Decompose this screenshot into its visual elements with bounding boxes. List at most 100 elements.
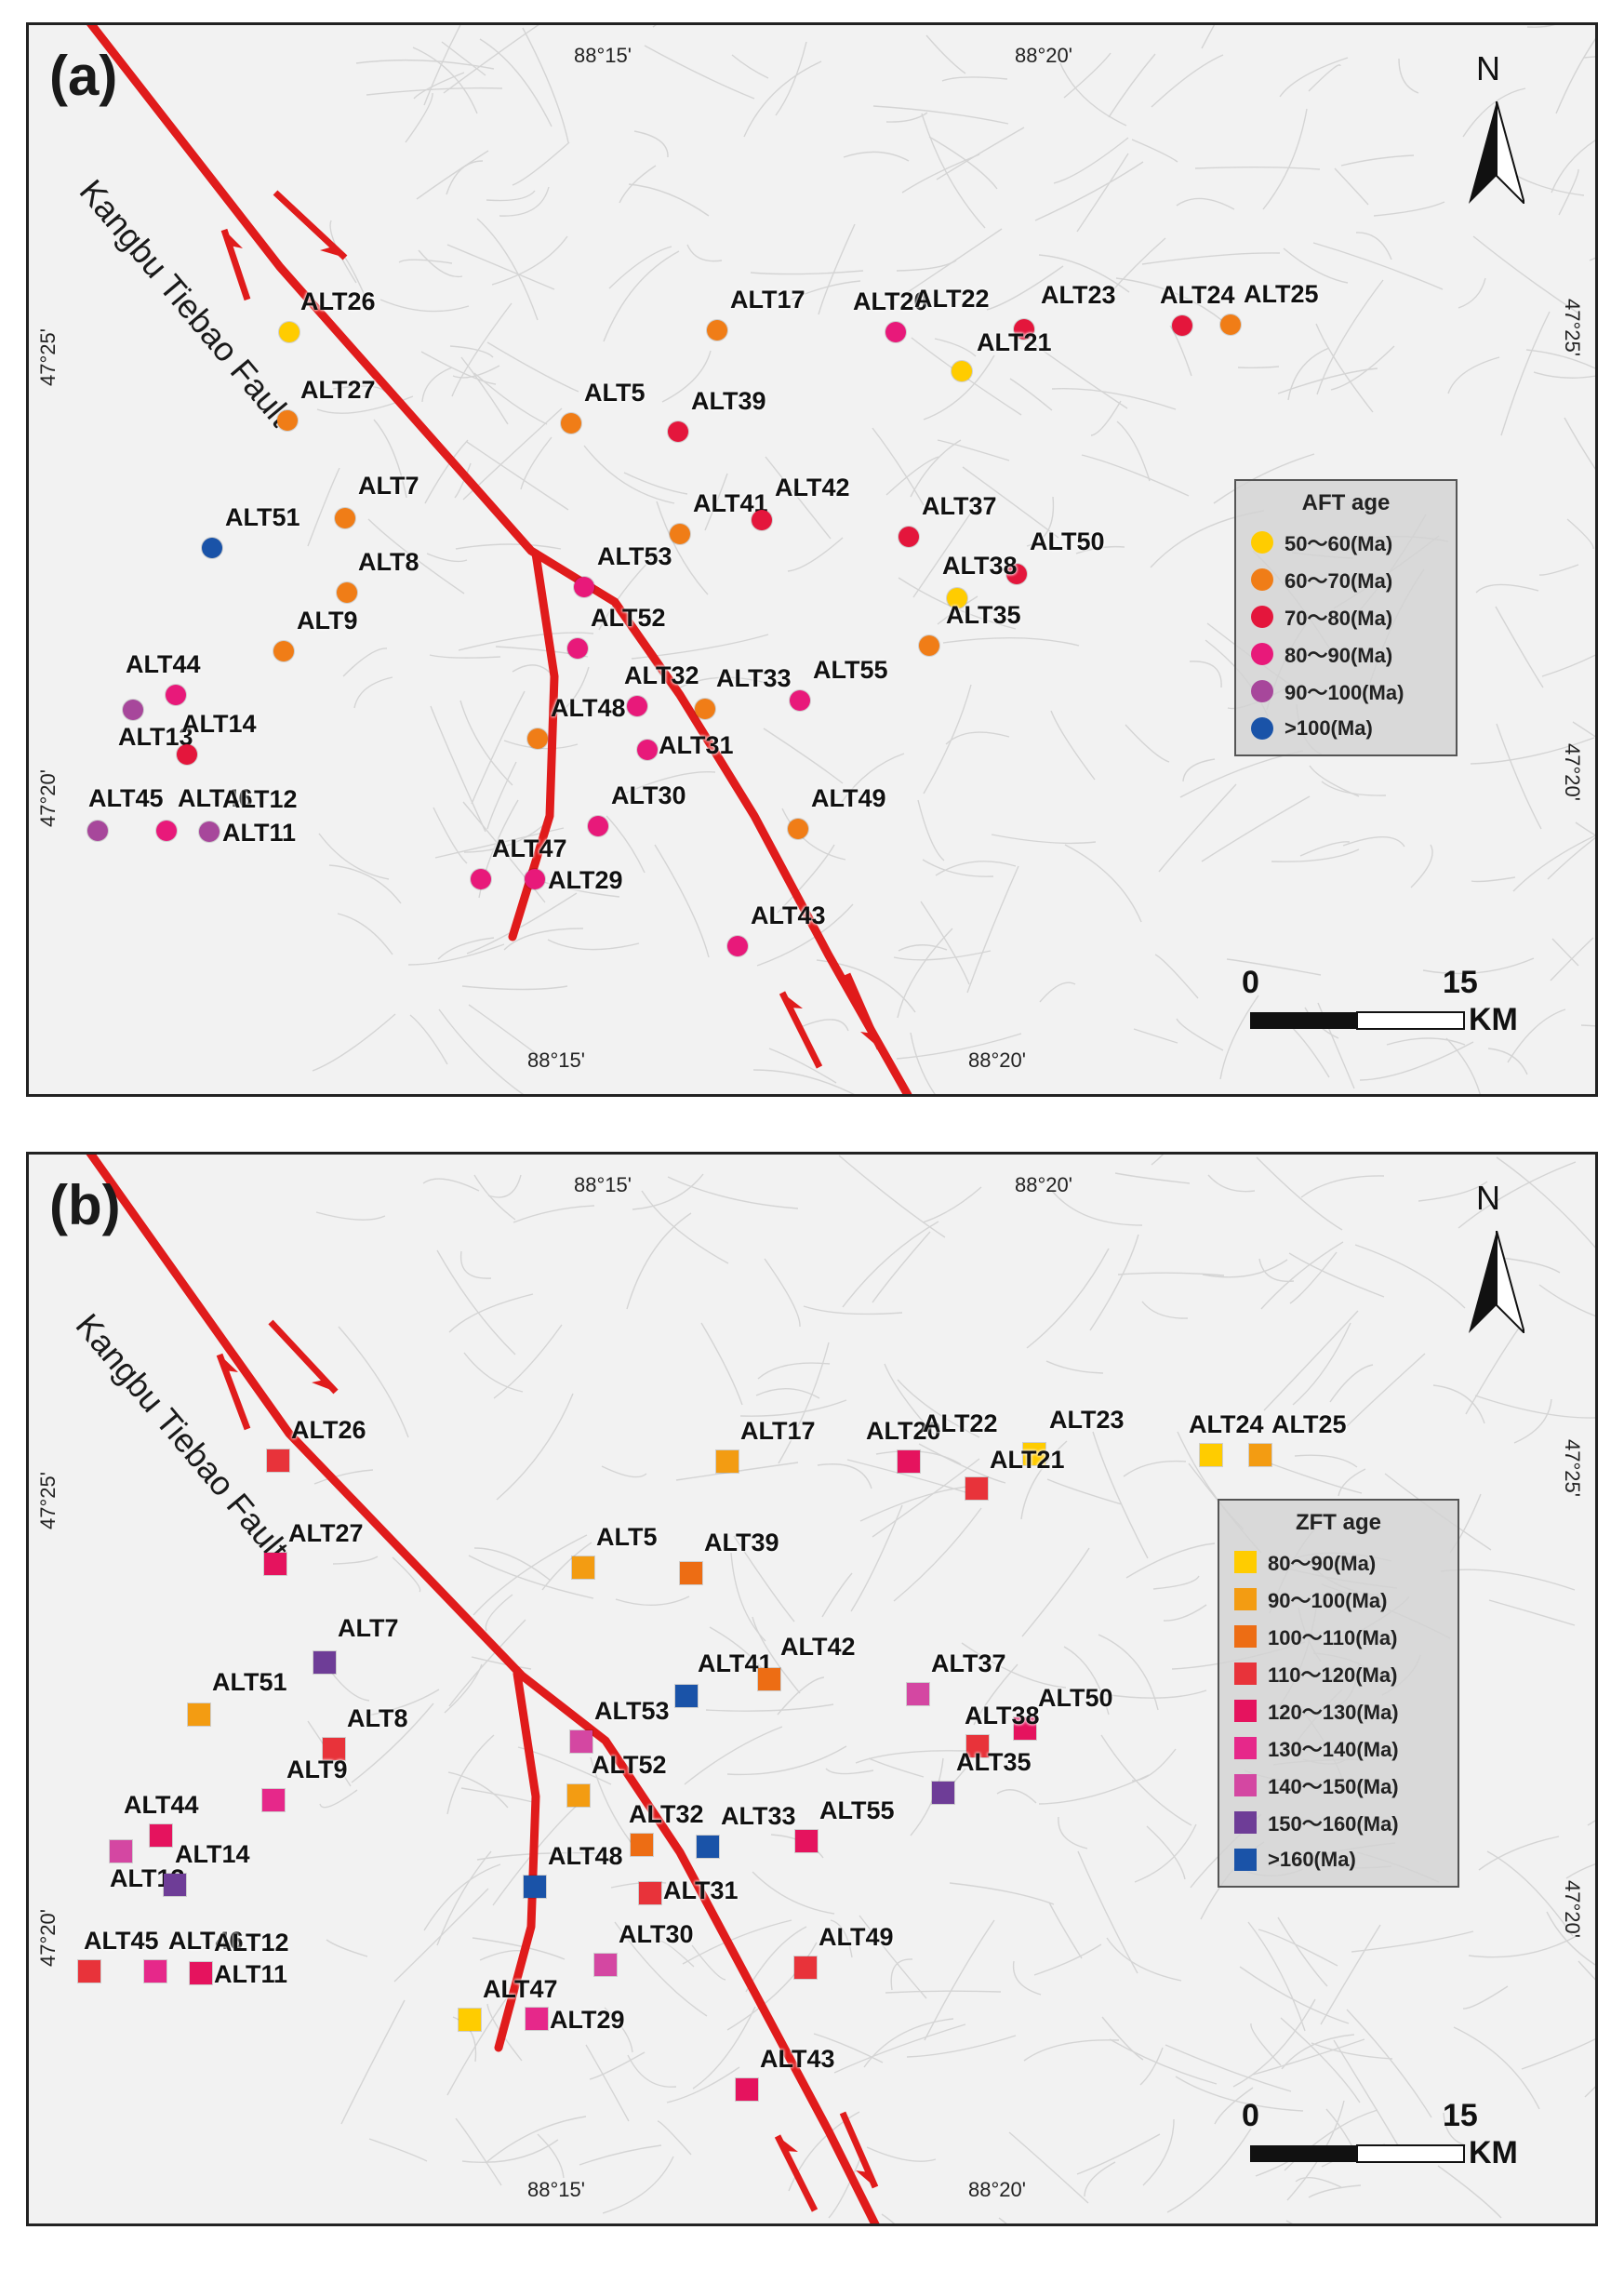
sample-marker	[898, 1450, 920, 1473]
sample-label: ALT55	[813, 656, 888, 684]
sample-marker	[572, 1556, 594, 1579]
coordinate-label: 88°15'	[574, 1173, 632, 1196]
legend-item: 70～80(Ma)	[1251, 598, 1441, 635]
sample-marker	[78, 1960, 100, 1983]
fault-line	[494, 1669, 540, 2052]
coordinate-label: 88°20'	[1015, 44, 1072, 67]
sample-label: ALT39	[691, 387, 766, 415]
sample-label: ALT23	[1041, 281, 1116, 309]
map-panel-a: N (a) 88°15' 88°20' 88°15' 88°20' 47°25' 47°20'…	[26, 22, 1598, 1097]
legend-item-label: 80～90(Ma)	[1268, 1552, 1377, 1575]
legend-item: 150～160(Ma)	[1234, 1804, 1443, 1841]
sample-label: ALT29	[550, 2006, 625, 2034]
sample-label: ALT42	[775, 474, 850, 501]
sample-label: ALT21	[977, 328, 1052, 356]
sample-marker	[631, 1834, 653, 1856]
sample-marker	[788, 819, 808, 839]
sample-label: ALT20	[853, 287, 928, 315]
sample-label: ALT43	[751, 901, 826, 929]
sample-marker	[752, 510, 772, 530]
north-label: N	[1476, 1179, 1500, 1217]
sample-label: ALT30	[611, 781, 686, 809]
sample-marker	[561, 413, 581, 434]
sample-label: ALT23	[1049, 1406, 1125, 1434]
sample-label: ALT53	[594, 1697, 670, 1725]
sample-marker	[736, 2078, 758, 2101]
panel-label: (a)	[49, 45, 118, 107]
sample-marker	[707, 320, 727, 340]
sample-marker	[675, 1685, 698, 1707]
legend-item: 130～140(Ma)	[1234, 1729, 1443, 1767]
legend-item-label: 100～110(Ma)	[1268, 1626, 1398, 1649]
sample-label: ALT25	[1271, 1410, 1347, 1438]
sample-marker	[680, 1562, 702, 1584]
sample-label: ALT24	[1189, 1410, 1264, 1438]
coordinate-label: 47°20'	[1561, 1880, 1584, 1938]
sample-marker	[313, 1651, 336, 1674]
legend: AFT age 50～60(Ma) 60～70(Ma) 70～80(Ma) 80～90(…	[1234, 479, 1458, 756]
coordinate-label: 47°20'	[36, 769, 60, 827]
sample-marker	[525, 869, 545, 889]
sample-label: ALT30	[619, 1920, 694, 1948]
coordinate-label: 47°20'	[1561, 743, 1584, 801]
sample-marker	[335, 508, 355, 528]
slip-arrow	[273, 190, 348, 260]
sample-marker	[202, 538, 222, 558]
sample-marker	[1249, 1444, 1271, 1466]
sample-label: ALT7	[358, 472, 419, 500]
sample-marker	[1220, 314, 1241, 335]
sample-marker	[1172, 315, 1192, 336]
legend-item-label: 50～60(Ma)	[1285, 532, 1393, 555]
sample-label: ALT20	[866, 1417, 941, 1445]
sample-marker	[966, 1735, 989, 1757]
sample-label: ALT38	[965, 1702, 1040, 1729]
legend-swatch	[1234, 1849, 1257, 1871]
legend-item: 80～90(Ma)	[1234, 1543, 1443, 1581]
sample-marker	[594, 1954, 617, 1976]
sample-marker	[1023, 1443, 1045, 1465]
slip-arrow-head	[224, 230, 243, 248]
sample-marker	[588, 816, 608, 836]
sample-marker	[459, 2009, 481, 2031]
sample-label: ALT25	[1244, 280, 1319, 308]
legend-item-label: 70～80(Ma)	[1285, 607, 1393, 630]
sample-label: ALT11	[222, 819, 297, 847]
legend-swatch	[1234, 1774, 1257, 1796]
legend-swatch	[1234, 1588, 1257, 1610]
sample-label: ALT8	[347, 1704, 408, 1732]
sample-label: ALT31	[663, 1876, 739, 1904]
legend-item-label: 110～120(Ma)	[1268, 1663, 1398, 1687]
coordinate-label: 47°25'	[36, 328, 60, 386]
north-arrow-icon	[1469, 101, 1524, 204]
sample-marker	[670, 524, 690, 544]
sample-label: ALT8	[358, 548, 419, 576]
sample-marker	[952, 361, 972, 381]
sample-label: ALT12	[214, 1929, 289, 1956]
sample-marker	[156, 821, 177, 841]
legend-swatch	[1234, 1625, 1257, 1648]
sample-marker	[919, 635, 939, 656]
sample-label: ALT47	[483, 1975, 558, 2003]
sample-label: ALT5	[584, 379, 646, 407]
sample-label: ALT55	[819, 1796, 895, 1824]
legend-item: 80～90(Ma)	[1251, 635, 1441, 673]
coordinate-label: 88°20'	[968, 2178, 1026, 2201]
sample-label: ALT37	[931, 1649, 1006, 1677]
terrain-map	[86, 1155, 1595, 2223]
legend-swatch	[1234, 1551, 1257, 1573]
sample-marker	[716, 1450, 739, 1473]
scale-label-zero: 0	[1242, 2098, 1259, 2133]
coordinate-label: 88°15'	[574, 44, 632, 67]
legend-item-label: 120～130(Ma)	[1268, 1701, 1399, 1724]
sample-label: ALT31	[659, 731, 734, 759]
legend-item: 100～110(Ma)	[1234, 1618, 1443, 1655]
sample-label: ALT32	[629, 1800, 704, 1828]
sample-label: ALT50	[1038, 1684, 1113, 1712]
coordinate-label: 47°20'	[36, 1909, 60, 1967]
legend-item: 90～100(Ma)	[1234, 1581, 1443, 1618]
legend-swatch	[1251, 568, 1273, 591]
sample-label: ALT33	[716, 664, 792, 692]
sample-marker	[150, 1824, 172, 1847]
legend-title: ZFT age	[1295, 1510, 1381, 1535]
sample-marker	[188, 1703, 210, 1726]
